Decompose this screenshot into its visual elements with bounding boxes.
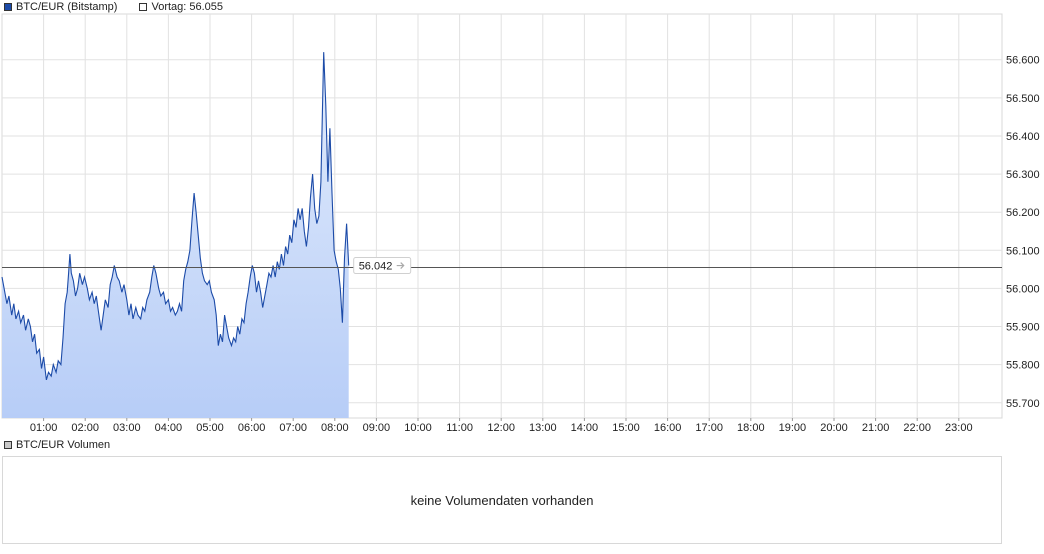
y-tick-label: 56.000	[1006, 283, 1040, 295]
x-tick-label: 20:00	[820, 422, 848, 434]
y-tick-label: 56.400	[1006, 131, 1040, 143]
x-tick-label: 17:00	[695, 422, 723, 434]
x-tick-label: 03:00	[113, 422, 141, 434]
x-tick-label: 04:00	[155, 422, 183, 434]
y-tick-label: 55.700	[1006, 398, 1040, 410]
x-tick-label: 22:00	[903, 422, 931, 434]
volume-legend: BTC/EUR Volumen	[4, 438, 110, 452]
x-tick-label: 18:00	[737, 422, 765, 434]
y-tick-label: 56.500	[1006, 93, 1040, 105]
price-chart: 56.042 01:00 02:00 03:00 04:00 05:00 06:00 07:…	[1, 13, 1040, 434]
x-tick-label: 05:00	[196, 422, 224, 434]
series-swatch	[4, 3, 12, 11]
chart-legend: BTC/EUR (Bitstamp) Vortag: 56.055	[4, 0, 245, 14]
x-tick-label: 13:00	[529, 422, 557, 434]
x-tick-label: 09:00	[363, 422, 391, 434]
y-tick-label: 55.900	[1006, 322, 1040, 334]
x-tick-label: 12:00	[487, 422, 515, 434]
prev-close-swatch	[139, 3, 148, 11]
arrow-right-icon	[396, 262, 405, 269]
price-line	[1, 52, 350, 381]
prev-close-label: Vortag: 56.055	[151, 1, 224, 13]
x-tick-label: 15:00	[612, 422, 640, 434]
y-tick-label: 56.200	[1006, 207, 1040, 219]
x-tick-label: 01:00	[30, 422, 58, 434]
x-tick-label: 08:00	[321, 422, 349, 434]
y-tick-label: 56.300	[1006, 169, 1040, 181]
y-tick-label: 56.600	[1006, 55, 1040, 67]
legend-item-prev-close[interactable]: Vortag: 56.055	[139, 1, 223, 13]
x-tick-label: 10:00	[404, 422, 432, 434]
x-tick-label: 11:00	[446, 422, 473, 434]
series-group	[1, 52, 350, 418]
x-tick-label: 19:00	[779, 422, 807, 434]
x-tick-label: 14:00	[571, 422, 599, 434]
x-tick-label: 02:00	[71, 422, 99, 434]
x-tick-label: 16:00	[654, 422, 682, 434]
volume-swatch	[4, 441, 12, 449]
x-axis: 01:00 02:00 03:00 04:00 05:00 06:00 07:00 08:00…	[30, 418, 973, 434]
price-area	[2, 52, 349, 418]
last-value-box	[353, 257, 412, 275]
reference-group: 56.042	[2, 257, 1002, 275]
x-tick-label: 06:00	[238, 422, 266, 434]
y-tick-label: 56.100	[1006, 245, 1040, 257]
x-tick-label: 21:00	[862, 422, 890, 434]
y-axis: 56.600 56.500 56.400 56.300 56.200 56.100 56.0…	[1006, 55, 1040, 410]
volume-panel: keine Volumendaten vorhanden	[2, 456, 1002, 544]
last-value-label: 56.042	[359, 261, 393, 273]
plot-frame	[1, 13, 1003, 419]
volume-empty-message: keine Volumendaten vorhanden	[410, 492, 594, 508]
legend-item-series[interactable]: BTC/EUR (Bitstamp)	[4, 1, 117, 13]
y-tick-label: 55.800	[1006, 360, 1040, 372]
volume-legend-label: BTC/EUR Volumen	[16, 439, 111, 451]
series-label: BTC/EUR (Bitstamp)	[16, 1, 118, 13]
x-tick-label: 07:00	[279, 422, 307, 434]
x-tick-label: 23:00	[945, 422, 973, 434]
